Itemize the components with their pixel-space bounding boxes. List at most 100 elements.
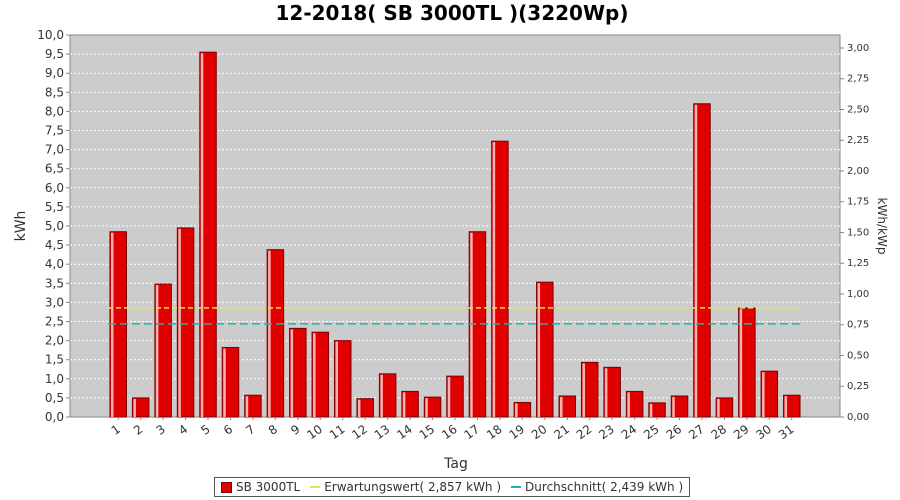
bar-highlight: [694, 104, 698, 417]
bar-highlight: [515, 403, 518, 417]
bar-highlight: [447, 377, 451, 417]
y2-tick-label: 0,75: [847, 320, 869, 331]
x-tick-label: 5: [198, 422, 212, 438]
bar-highlight: [178, 228, 181, 417]
y-tick-label: 3,0: [45, 295, 64, 309]
x-tick-label: 30: [753, 422, 774, 442]
x-tick-label: 12: [349, 422, 370, 442]
bar-highlight: [380, 374, 383, 417]
y-tick-label: 8,5: [45, 85, 64, 99]
bar-highlight: [268, 250, 271, 417]
bar-highlight: [672, 396, 675, 417]
y2-tick-label: 1,75: [847, 197, 869, 208]
y-tick-label: 0,5: [45, 391, 64, 405]
bar-highlight: [582, 363, 585, 417]
legend-item-expected: Erwartungswert( 2,857 kWh ): [310, 480, 501, 494]
bar-highlight: [762, 372, 765, 417]
chart-title: 12-2018( SB 3000TL )(3220Wp): [276, 1, 629, 25]
y-tick-label: 6,0: [45, 181, 64, 195]
reference-lines: [108, 307, 802, 325]
x-tick-label: 19: [507, 422, 528, 442]
bar-highlight: [357, 399, 361, 417]
legend-item-average: Durchschnitt( 2,439 kWh ): [511, 480, 683, 494]
bar-highlight: [313, 333, 316, 417]
bars: [109, 51, 801, 418]
x-tick-label: 28: [709, 422, 730, 442]
bar-highlight: [717, 398, 720, 417]
bar-highlight: [290, 329, 294, 417]
y-tick-label: 5,5: [45, 200, 64, 214]
x-tick-label: 31: [776, 422, 797, 442]
y-tick-label: 10,0: [37, 28, 64, 42]
legend-swatch-average: [511, 486, 522, 488]
legend: SB 3000TL Erwartungswert( 2,857 kWh ) Du…: [214, 477, 691, 497]
x-tick-label: 9: [288, 422, 302, 438]
y-tick-label: 5,0: [45, 219, 64, 233]
x-tick-label: 25: [641, 422, 662, 442]
legend-item-series: SB 3000TL: [221, 480, 300, 494]
legend-label-average: Durchschnitt( 2,439 kWh ): [525, 480, 684, 494]
x-tick-label: 1: [109, 422, 123, 438]
y-axis-label: kWh: [13, 211, 29, 242]
y-tick-label: 3,5: [45, 276, 64, 290]
y2-tick-label: 1,50: [847, 227, 869, 238]
x-tick-label: 17: [462, 422, 483, 442]
x-tick-label: 20: [529, 422, 550, 442]
y2-tick-label: 2,00: [847, 166, 869, 177]
y-tick-label: 0,0: [45, 410, 64, 424]
y-tick-label: 7,5: [45, 124, 64, 138]
bar-highlight: [604, 368, 608, 417]
y2-tick-label: 0,25: [847, 381, 869, 392]
x-tick-label: 2: [131, 422, 145, 438]
x-tick-label: 26: [664, 422, 685, 442]
y2-tick-label: 0,00: [847, 412, 869, 423]
x-tick-label: 29: [731, 422, 752, 442]
y2-tick-label: 1,25: [847, 258, 869, 269]
bar-highlight: [470, 232, 473, 417]
bar-highlight: [492, 142, 496, 418]
y-tick-label: 9,5: [45, 47, 64, 61]
bar-highlight: [133, 398, 136, 417]
y2-tick-label: 2,25: [847, 135, 869, 146]
y2-tick-label: 2,75: [847, 74, 869, 85]
x-tick-label: 6: [221, 422, 235, 438]
x-tick-label: 15: [417, 422, 438, 442]
x-tick-label: 14: [394, 422, 415, 442]
y-tick-label: 9,0: [45, 66, 64, 80]
x-tick-label: 21: [551, 422, 572, 442]
bar-highlight: [110, 232, 114, 417]
x-tick-label: 3: [154, 422, 168, 438]
x-tick-label: 13: [372, 422, 393, 442]
legend-label-expected: Erwartungswert( 2,857 kWh ): [324, 480, 502, 494]
y-tick-label: 1,5: [45, 353, 64, 367]
y-tick-label: 4,5: [45, 238, 64, 252]
legend-label-series: SB 3000TL: [236, 480, 301, 494]
y2-tick-label: 3,00: [847, 43, 869, 54]
y-tick-label: 8,0: [45, 104, 64, 118]
x-tick-label: 7: [243, 422, 257, 438]
bar-highlight: [335, 341, 338, 417]
bar-highlight: [560, 396, 563, 417]
bar-highlight: [649, 403, 653, 417]
y2-tick-label: 0,50: [847, 350, 869, 361]
y2-axis-label: kWh/kWp: [875, 198, 889, 255]
bar-highlight: [627, 392, 630, 417]
y-axis: 0,0 0,5 1,0 1,5 2,0 2,5 3,0 3,5 4,0 4,5 5,0 5,5 6,0 6…: [37, 28, 70, 424]
grid: [70, 53, 840, 399]
legend-swatch-expected: [310, 486, 321, 488]
legend-swatch-series: [221, 481, 232, 493]
y-tick-label: 6,5: [45, 162, 64, 176]
y2-tick-label: 1,00: [847, 289, 869, 300]
y-tick-label: 4,0: [45, 257, 64, 271]
bar-highlight: [200, 53, 204, 417]
x-tick-label: 16: [439, 422, 460, 442]
bar-highlight: [402, 392, 406, 417]
y-tick-label: 2,5: [45, 315, 64, 329]
y-tick-label: 2,0: [45, 334, 64, 348]
x-tick-label: 18: [484, 422, 505, 442]
bar-highlight: [425, 398, 428, 417]
x-tick-label: 11: [327, 422, 348, 442]
bar-highlight: [245, 396, 249, 417]
bar-highlight: [784, 396, 788, 417]
